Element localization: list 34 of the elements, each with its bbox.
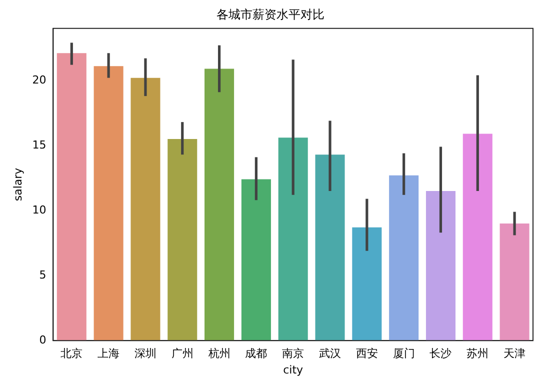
x-tick-label: 杭州 [207,347,230,360]
bar [426,191,456,341]
x-tick-label: 深圳 [134,347,156,360]
bar [168,138,198,341]
x-tick-label: 天津 [504,347,526,360]
y-axis-title: salary [11,167,24,202]
bar [241,179,271,341]
x-tick-label: 长沙 [430,347,452,360]
y-tick-label: 5 [39,268,46,282]
x-tick-label: 上海 [98,347,120,360]
bar [462,134,492,341]
x-tick-label: 北京 [60,347,83,360]
y-tick-label: 0 [39,333,46,346]
bar [94,66,124,341]
bar [278,138,308,341]
y-tick-label: 20 [32,73,46,86]
x-tick-label: 成都 [245,347,268,360]
bar [389,175,419,341]
x-tick-label: 武汉 [319,347,342,360]
bar [130,78,160,341]
x-tick-label: 厦门 [392,347,415,360]
bar [352,227,382,341]
x-tick-label: 西安 [356,347,378,360]
x-axis-title: city [283,363,304,376]
bar [56,53,86,341]
x-tick-label: 苏州 [466,347,489,360]
bar [204,68,234,341]
y-tick-label: 15 [32,138,46,152]
y-tick-label: 10 [32,203,46,216]
bar [500,224,530,341]
bar [315,154,345,341]
chart-title: 各城市薪资水平对比 [216,7,324,22]
x-tick-label: 南京 [282,347,304,360]
x-tick-label: 广州 [171,347,194,360]
